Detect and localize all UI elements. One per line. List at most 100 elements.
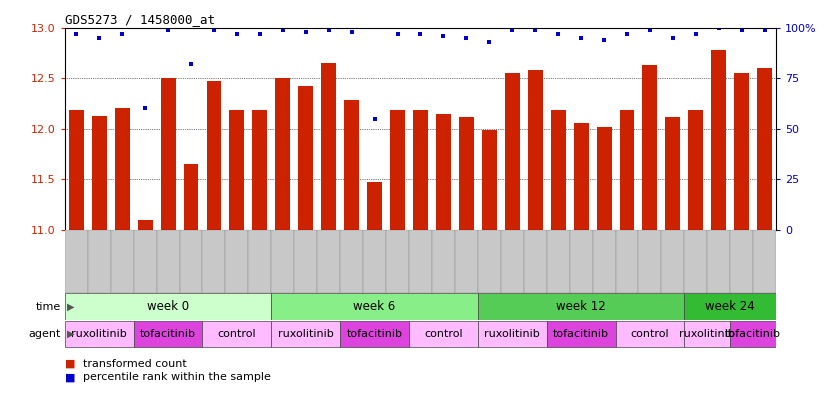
Text: ruxolitinib: ruxolitinib [680, 329, 735, 339]
Bar [386, 230, 409, 293]
Bar [685, 293, 776, 320]
Bar [253, 110, 268, 230]
Bar [661, 230, 685, 293]
Bar [666, 117, 681, 230]
Bar [459, 117, 474, 230]
Bar [65, 293, 272, 320]
Bar [65, 321, 134, 347]
Text: tofacitinib: tofacitinib [553, 329, 609, 339]
Bar [272, 321, 340, 347]
Text: GDS5273 / 1458000_at: GDS5273 / 1458000_at [65, 13, 215, 26]
Bar [203, 230, 225, 293]
Bar [409, 230, 432, 293]
Text: transformed count: transformed count [83, 358, 187, 369]
Bar [229, 110, 244, 230]
Text: control: control [424, 329, 463, 339]
Bar [340, 321, 409, 347]
Bar [642, 65, 657, 230]
Bar [184, 164, 199, 230]
Bar [504, 73, 519, 230]
Bar [69, 110, 84, 230]
Bar [138, 220, 153, 230]
Bar [115, 108, 130, 230]
Bar [317, 230, 340, 293]
Text: ruxolitinib: ruxolitinib [278, 329, 333, 339]
Text: percentile rank within the sample: percentile rank within the sample [83, 372, 271, 382]
Bar [409, 321, 478, 347]
Bar [179, 230, 203, 293]
Bar [298, 86, 313, 230]
Bar [735, 73, 750, 230]
Bar [275, 78, 290, 230]
Text: agent: agent [28, 329, 61, 339]
Bar [225, 230, 248, 293]
Bar [272, 293, 478, 320]
Text: week 12: week 12 [556, 300, 606, 313]
Bar [569, 230, 593, 293]
Bar [363, 230, 386, 293]
Bar [203, 321, 272, 347]
Bar [730, 321, 776, 347]
Bar [616, 230, 638, 293]
Bar [551, 110, 566, 230]
Bar [413, 110, 428, 230]
Bar [156, 230, 179, 293]
Bar [478, 230, 501, 293]
Bar [638, 230, 661, 293]
Bar [597, 127, 612, 230]
Bar [482, 130, 497, 230]
Text: control: control [218, 329, 256, 339]
Bar [390, 110, 405, 230]
Text: week 0: week 0 [147, 300, 189, 313]
Text: week 24: week 24 [706, 300, 755, 313]
Bar [134, 230, 156, 293]
Text: tofacitinib: tofacitinib [140, 329, 196, 339]
Bar [207, 81, 221, 230]
Text: ■: ■ [65, 372, 76, 382]
Bar [88, 230, 111, 293]
Text: ruxolitinib: ruxolitinib [71, 329, 127, 339]
Bar [91, 116, 106, 230]
Text: tofacitinib: tofacitinib [725, 329, 781, 339]
Bar [757, 68, 772, 230]
Text: time: time [36, 301, 61, 312]
Bar [272, 230, 294, 293]
Bar [160, 78, 175, 230]
Text: ■: ■ [65, 358, 76, 369]
Text: control: control [631, 329, 669, 339]
Bar [573, 123, 588, 230]
Bar [547, 230, 569, 293]
Bar [111, 230, 134, 293]
Bar [432, 230, 455, 293]
Bar [707, 230, 730, 293]
Bar [593, 230, 616, 293]
Text: ▶: ▶ [66, 329, 74, 339]
Bar [478, 293, 685, 320]
Bar [730, 230, 753, 293]
Bar [685, 230, 707, 293]
Bar [685, 321, 730, 347]
Bar [753, 230, 776, 293]
Text: week 6: week 6 [353, 300, 396, 313]
Bar [340, 230, 363, 293]
Bar [248, 230, 272, 293]
Bar [436, 114, 451, 230]
Bar [294, 230, 317, 293]
Bar [65, 230, 88, 293]
Bar [528, 70, 543, 230]
Bar [322, 63, 337, 230]
Bar [616, 321, 685, 347]
Bar [344, 100, 359, 230]
Text: ▶: ▶ [66, 301, 74, 312]
Bar [620, 110, 634, 230]
Bar [524, 230, 547, 293]
Bar [134, 321, 203, 347]
Bar [455, 230, 478, 293]
Bar [688, 110, 703, 230]
Bar [367, 182, 382, 230]
Bar [478, 321, 547, 347]
Bar [547, 321, 616, 347]
Bar [501, 230, 524, 293]
Text: ruxolitinib: ruxolitinib [484, 329, 540, 339]
Text: tofacitinib: tofacitinib [347, 329, 402, 339]
